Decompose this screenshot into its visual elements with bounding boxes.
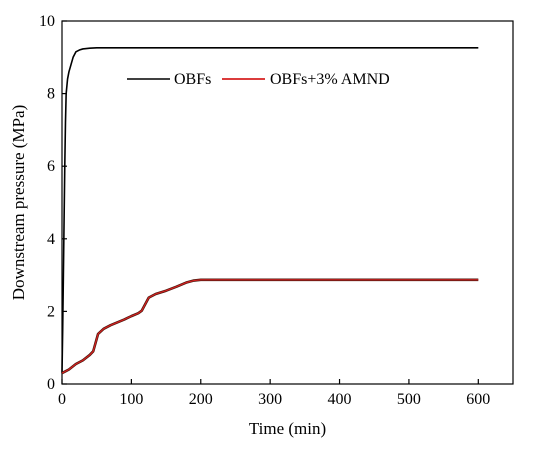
x-axis-ticks: 0 100 200 300 400 500 600 <box>58 379 490 408</box>
y-axis-ticks: 0 2 4 6 8 10 <box>39 13 67 393</box>
series-line-obfs <box>61 47 479 374</box>
x-tick-label: 400 <box>328 391 352 408</box>
legend-label: OBFs+3% AMND <box>270 71 390 88</box>
y-axis-title: Downstream pressure (MPa) <box>9 105 28 300</box>
series-layer <box>61 47 479 375</box>
x-tick-label: 600 <box>466 391 490 408</box>
x-tick-label: 300 <box>258 391 282 408</box>
x-tick-label: 100 <box>119 391 143 408</box>
y-tick-label: 6 <box>47 158 55 175</box>
y-tick-label: 8 <box>47 86 55 103</box>
legend: OBFs OBFs+3% AMND <box>127 71 390 88</box>
x-tick-label: 0 <box>58 391 66 408</box>
y-tick-label: 0 <box>47 376 55 393</box>
y-tick-label: 4 <box>47 231 55 248</box>
x-tick-label: 200 <box>189 391 213 408</box>
y-tick-label: 10 <box>39 13 55 30</box>
series-line-obfs-amnd <box>61 279 479 374</box>
x-axis-title: Time (min) <box>249 419 326 438</box>
plot-frame <box>61 20 514 385</box>
y-tick-label: 2 <box>47 303 55 320</box>
legend-label: OBFs <box>174 71 211 88</box>
x-tick-label: 500 <box>397 391 421 408</box>
plot-border <box>61 20 514 385</box>
series-line-outline <box>61 278 479 375</box>
